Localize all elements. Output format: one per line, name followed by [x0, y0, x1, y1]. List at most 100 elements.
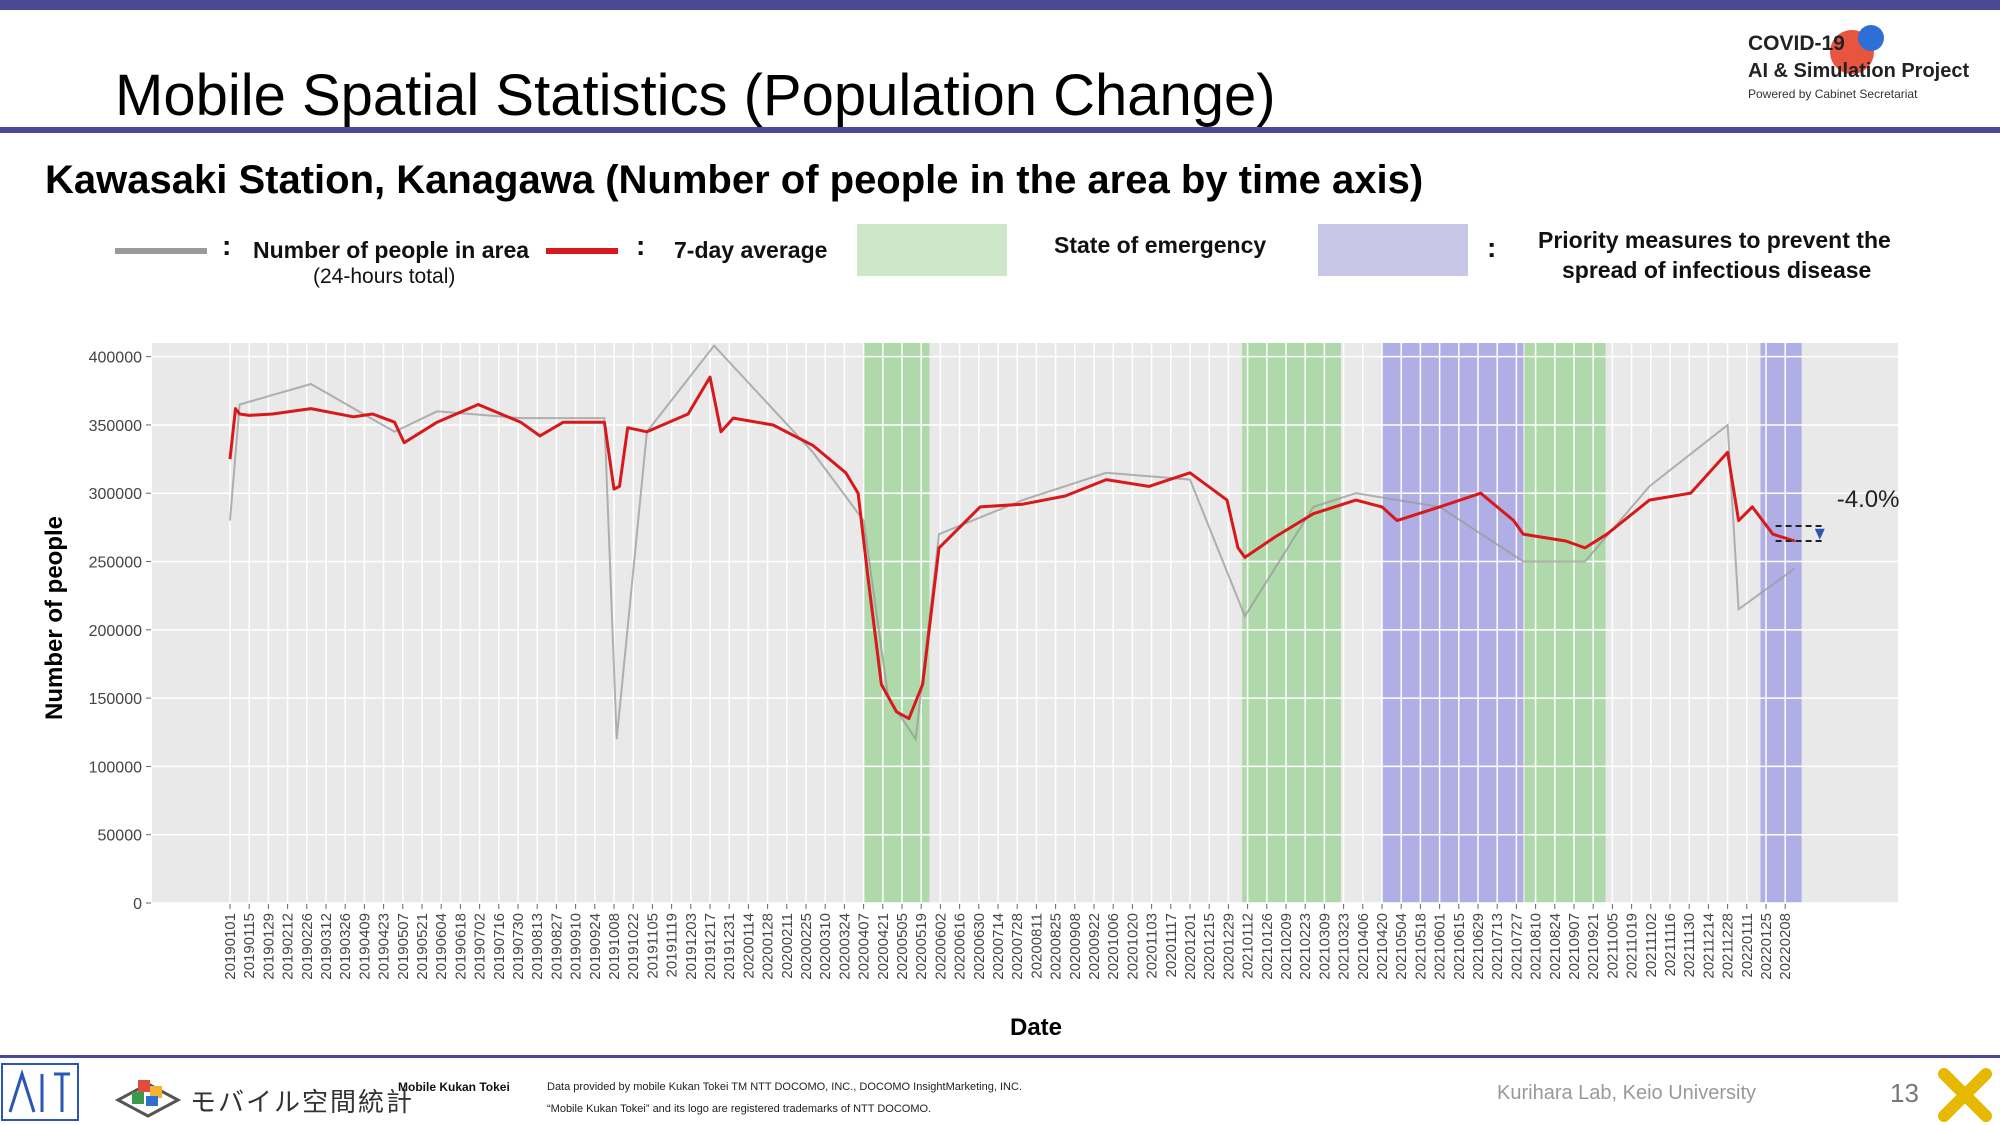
- x-tick-label: 20210420: [1374, 913, 1391, 980]
- x-tick-label: 20210518: [1412, 913, 1429, 980]
- y-tick-label: 400000: [89, 350, 142, 367]
- x-tick-label: 20220125: [1758, 913, 1775, 980]
- y-axis-label: Number of people: [41, 516, 68, 720]
- legend-raw-label: Number of people in area: [253, 237, 530, 263]
- y-tick-label: 50000: [98, 828, 143, 845]
- x-tick-label: 20200922: [1086, 913, 1103, 980]
- footer-lab: Kurihara Lab, Keio University: [1497, 1082, 1757, 1104]
- legend-emergency-swatch: [857, 224, 1007, 276]
- x-tick-label: 20201201: [1182, 913, 1199, 980]
- x-tick-label: 20190604: [433, 913, 450, 980]
- x-tick-label: 20200714: [990, 913, 1007, 980]
- x-tick-label: 20200602: [932, 913, 949, 980]
- x-tick-label: 20201117: [1163, 913, 1180, 978]
- x-tick-label: 20211214: [1700, 913, 1717, 979]
- x-tick-label: 20211019: [1624, 913, 1641, 979]
- x-tick-label: 20210323: [1336, 913, 1353, 980]
- x-tick-label: 20190910: [568, 913, 585, 980]
- x-tick-label: 20200519: [913, 913, 930, 980]
- x-tick-label: 20210504: [1393, 913, 1410, 980]
- x-tick-label: 20220208: [1777, 913, 1794, 980]
- x-tick-label: 20190423: [376, 913, 393, 980]
- x-tick-label: 20210223: [1297, 913, 1314, 980]
- legend-colon-3: :: [1487, 232, 1497, 263]
- x-tick-label: 20200421: [875, 913, 892, 980]
- y-tick-label: 200000: [89, 623, 142, 640]
- logo-line-1: COVID-19: [1748, 32, 1845, 55]
- keio-logo-icon: [1, 1063, 79, 1121]
- x-tick-label: 20200616: [952, 913, 969, 980]
- x-tick-label: 20191203: [683, 913, 700, 980]
- y-tick-label: 0: [133, 896, 142, 913]
- legend-colon-2: :: [636, 230, 646, 261]
- x-tick-label: 20191008: [606, 913, 623, 980]
- legend-priority-label-2: spread of infectious disease: [1562, 257, 1872, 283]
- mobile-kukan-tokei-logo-icon: [114, 1080, 182, 1118]
- top-bar: [0, 0, 2000, 10]
- legend-priority-swatch: [1318, 224, 1468, 276]
- x-tick-label: 20190521: [414, 913, 431, 980]
- x-tick-label: 20210112: [1240, 913, 1257, 979]
- x-tick-label: 20200128: [760, 913, 777, 980]
- x-tick-label: 20190409: [356, 913, 373, 980]
- y-tick-label: 250000: [89, 555, 142, 572]
- legend-raw-swatch: [115, 248, 207, 254]
- x-tick-label: 20191119: [664, 913, 681, 978]
- logo-blue-dot-icon: [1858, 25, 1884, 51]
- shaded-period-emergency: [1242, 343, 1341, 903]
- x-tick-label: 20190226: [299, 913, 316, 980]
- x-tick-label: 20191217: [702, 913, 719, 980]
- x-tick-label: 20210727: [1508, 913, 1525, 980]
- x-tick-label: 20191022: [625, 913, 642, 980]
- x-tick-label: 20190312: [318, 913, 335, 980]
- x-tick-label: 20201006: [1105, 913, 1122, 980]
- x-tick-label: 20190730: [510, 913, 527, 980]
- legend-avg-label: 7-day average: [674, 237, 828, 263]
- x-tick-label: 20211005: [1604, 913, 1621, 979]
- x-tick-label: 20210126: [1259, 913, 1276, 980]
- page-number: 13: [1890, 1078, 1919, 1108]
- x-tick-label: 20210309: [1316, 913, 1333, 980]
- x-tick-label: 20200505: [894, 913, 911, 980]
- chart-subtitle: Kawasaki Station, Kanagawa (Number of pe…: [45, 158, 1424, 202]
- x-tick-label: 20190101: [222, 913, 239, 980]
- project-logo: COVID-19 AI & Simulation Project Powered…: [1748, 32, 1969, 101]
- x-tick-label: 20211130: [1681, 913, 1698, 978]
- x-tick-label: 20200407: [856, 913, 873, 980]
- x-tick-label: 20201215: [1201, 913, 1218, 980]
- x-tick-label: 20200114: [740, 913, 757, 979]
- x-tick-label: 20190129: [260, 913, 277, 980]
- shaded-period-priority: [1760, 343, 1802, 903]
- legend-emergency-label: State of emergency: [1054, 232, 1267, 258]
- x-tick-label: 20210629: [1470, 913, 1487, 980]
- x-tick-label: 20210810: [1528, 913, 1545, 980]
- x-tick-label: 20190115: [241, 913, 258, 979]
- x-tick-label: 20190827: [548, 913, 565, 980]
- x-tick-label: 20201103: [1144, 913, 1161, 979]
- legend-colon-1: :: [222, 230, 232, 261]
- legend-raw-sublabel: (24-hours total): [313, 265, 456, 288]
- footer-brand: Mobile Kukan Tokei: [398, 1080, 510, 1094]
- x-tick-label: 20211228: [1720, 913, 1737, 979]
- footer-divider: [0, 1055, 2000, 1058]
- x-tick-label: 20210601: [1432, 913, 1449, 980]
- x-tick-label: 20191231: [721, 913, 738, 980]
- annotation-down-arrow-icon: [1814, 528, 1825, 540]
- annotation-label: -4.0%: [1837, 486, 1900, 513]
- x-axis-label: Date: [1010, 1014, 1062, 1041]
- x-tick-label: 20220111: [1739, 913, 1756, 978]
- shaded-period-priority: [1382, 343, 1524, 903]
- x-tick-label: 20190716: [491, 913, 508, 980]
- x-tick-label: 20190813: [529, 913, 546, 980]
- series-line-7-day-average: [228, 375, 1796, 721]
- footer-credit-1: Data provided by mobile Kukan Tokei TM N…: [547, 1081, 1022, 1093]
- x-tick-label: 20210615: [1451, 913, 1468, 980]
- x-tick-label: 20190212: [280, 913, 297, 980]
- x-tick-label: 20200324: [836, 913, 853, 980]
- x-tick-label: 20201229: [1220, 913, 1237, 980]
- x-tick-label: 20190924: [587, 913, 604, 980]
- x-tick-label: 20190326: [337, 913, 354, 980]
- x-tick-label: 20210406: [1355, 913, 1372, 980]
- y-tick-label: 300000: [89, 486, 142, 503]
- x-tick-label: 20210209: [1278, 913, 1295, 980]
